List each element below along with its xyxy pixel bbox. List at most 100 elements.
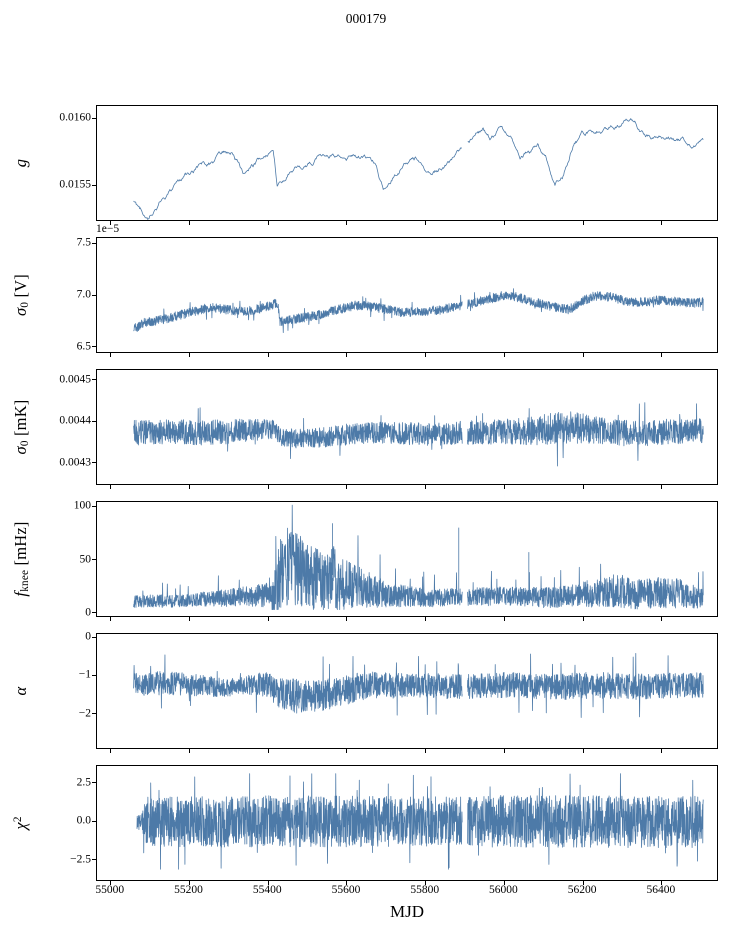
y-tick-label: 0.0044 bbox=[59, 414, 91, 427]
x-tick bbox=[110, 353, 112, 357]
y-axis-label-part: σ bbox=[11, 307, 30, 316]
y-axis-label-sigma0-v: σ0 [V] bbox=[11, 274, 31, 316]
x-tick bbox=[582, 617, 584, 621]
x-tick bbox=[267, 749, 269, 753]
y-tick-label: 0 bbox=[85, 606, 91, 619]
x-tick bbox=[503, 617, 505, 621]
x-tick bbox=[346, 485, 348, 489]
x-tick bbox=[425, 485, 427, 489]
y-axis-label-part: χ bbox=[11, 822, 30, 830]
y-tick-label: 0.0043 bbox=[59, 456, 91, 469]
x-tick bbox=[110, 485, 112, 489]
x-tick-label: 55800 bbox=[410, 884, 440, 896]
y-axis-label-part: α bbox=[11, 686, 30, 696]
panel-alpha: α 0 −1 −2 bbox=[11, 631, 718, 753]
y-tick-label: 0.0 bbox=[76, 814, 91, 827]
x-tick bbox=[189, 353, 190, 357]
y-tick-label: 0 bbox=[85, 630, 91, 643]
x-tick bbox=[661, 881, 663, 885]
plot-canvas-fknee bbox=[97, 502, 717, 616]
y-tick bbox=[92, 117, 96, 119]
x-tick bbox=[582, 353, 584, 357]
y-tick-label: 0.0160 bbox=[59, 111, 91, 124]
y-tick bbox=[92, 559, 96, 561]
x-axis-label: MJD bbox=[389, 902, 424, 921]
x-tick bbox=[661, 617, 663, 621]
plot-canvas-chi2 bbox=[97, 766, 717, 880]
y-axis-label-alpha: α bbox=[11, 687, 31, 696]
y-tick bbox=[92, 505, 96, 507]
x-tick bbox=[503, 221, 505, 225]
x-tick bbox=[503, 485, 505, 489]
x-tick bbox=[661, 353, 663, 357]
x-tick bbox=[267, 485, 269, 489]
x-tick bbox=[425, 353, 427, 357]
x-tick bbox=[346, 749, 348, 753]
x-tick bbox=[503, 353, 505, 357]
y-tick bbox=[92, 713, 96, 715]
y-axis-label-part: f bbox=[11, 591, 30, 597]
y-tick-label: 100 bbox=[73, 499, 91, 512]
x-tick-label: 55200 bbox=[174, 884, 203, 896]
y-tick bbox=[92, 636, 96, 638]
x-tick bbox=[582, 881, 584, 885]
y-tick bbox=[92, 346, 96, 348]
x-tick-label: 56000 bbox=[489, 884, 518, 896]
y-tick-label: −2.5 bbox=[70, 853, 91, 866]
y-tick-label: 7.0 bbox=[76, 288, 91, 301]
x-tick-labels: 55000 55200 55400 55600 55800 56000 56200 56400 bbox=[95, 884, 718, 899]
x-tick bbox=[425, 617, 427, 621]
y-axis-label-part: [mK] bbox=[11, 399, 30, 441]
x-tick-label: 55000 bbox=[95, 884, 125, 896]
y-tick-label: 0.0155 bbox=[59, 178, 91, 191]
y-axis-label-part: 0 bbox=[19, 440, 32, 447]
y-tick-label: 0.0045 bbox=[59, 372, 91, 385]
x-tick-label: 56400 bbox=[646, 884, 676, 896]
y-axis-label-sigma0-mk: σ0 [mK] bbox=[11, 399, 31, 454]
plot-canvas-sigma0-v bbox=[97, 238, 717, 352]
y-tick bbox=[92, 184, 96, 186]
x-tick bbox=[346, 881, 348, 885]
panel-sigma0-v: σ0 [V] 1e−5 6.5 7.0 7.5 bbox=[11, 223, 718, 357]
x-tick bbox=[267, 617, 269, 621]
x-tick bbox=[189, 881, 190, 885]
x-tick bbox=[110, 881, 112, 885]
x-tick bbox=[267, 881, 269, 885]
x-tick bbox=[267, 353, 269, 357]
y-axis-label-chi2: χ2 bbox=[11, 816, 31, 829]
y-axis-label-g: g bbox=[11, 159, 31, 167]
y-tick bbox=[92, 462, 96, 464]
y-tick bbox=[92, 420, 96, 422]
y-axis-offset-text: 1e−5 bbox=[96, 223, 120, 235]
y-tick bbox=[92, 820, 96, 822]
x-tick bbox=[189, 221, 190, 225]
y-tick-label: 6.5 bbox=[76, 340, 91, 353]
y-tick bbox=[92, 782, 96, 784]
y-axis-label-fknee: fknee [mHz] bbox=[11, 521, 31, 596]
y-tick bbox=[92, 674, 96, 676]
x-tick bbox=[346, 617, 348, 621]
x-tick bbox=[110, 617, 112, 621]
x-tick bbox=[503, 749, 505, 753]
x-tick bbox=[582, 749, 584, 753]
y-tick-label: 7.5 bbox=[76, 236, 91, 249]
y-tick-label: 50 bbox=[79, 552, 92, 565]
panel-g: g 0.0155 0.0160 bbox=[11, 105, 718, 225]
plot-canvas-alpha bbox=[97, 634, 717, 748]
x-tick bbox=[110, 221, 112, 225]
x-tick bbox=[189, 617, 190, 621]
plot-canvas-g bbox=[97, 106, 717, 220]
y-tick bbox=[92, 294, 96, 296]
x-tick bbox=[346, 353, 348, 357]
x-tick bbox=[582, 485, 584, 489]
y-axis-label-part: [mHz] bbox=[11, 521, 30, 570]
y-axis-label-part: σ bbox=[11, 446, 30, 455]
x-tick bbox=[661, 485, 663, 489]
y-tick bbox=[92, 242, 96, 244]
y-tick-label: −1 bbox=[78, 668, 91, 681]
x-tick-label: 55400 bbox=[252, 884, 282, 896]
panels-container: g 0.0155 0.0160 σ0 [V] 1e−5 6.5 7.0 7.5 σ0 [mK] 0… bbox=[11, 105, 718, 897]
x-tick bbox=[661, 749, 663, 753]
y-axis-label-part: 2 bbox=[11, 816, 24, 823]
y-axis-label-part: 0 bbox=[19, 301, 32, 308]
